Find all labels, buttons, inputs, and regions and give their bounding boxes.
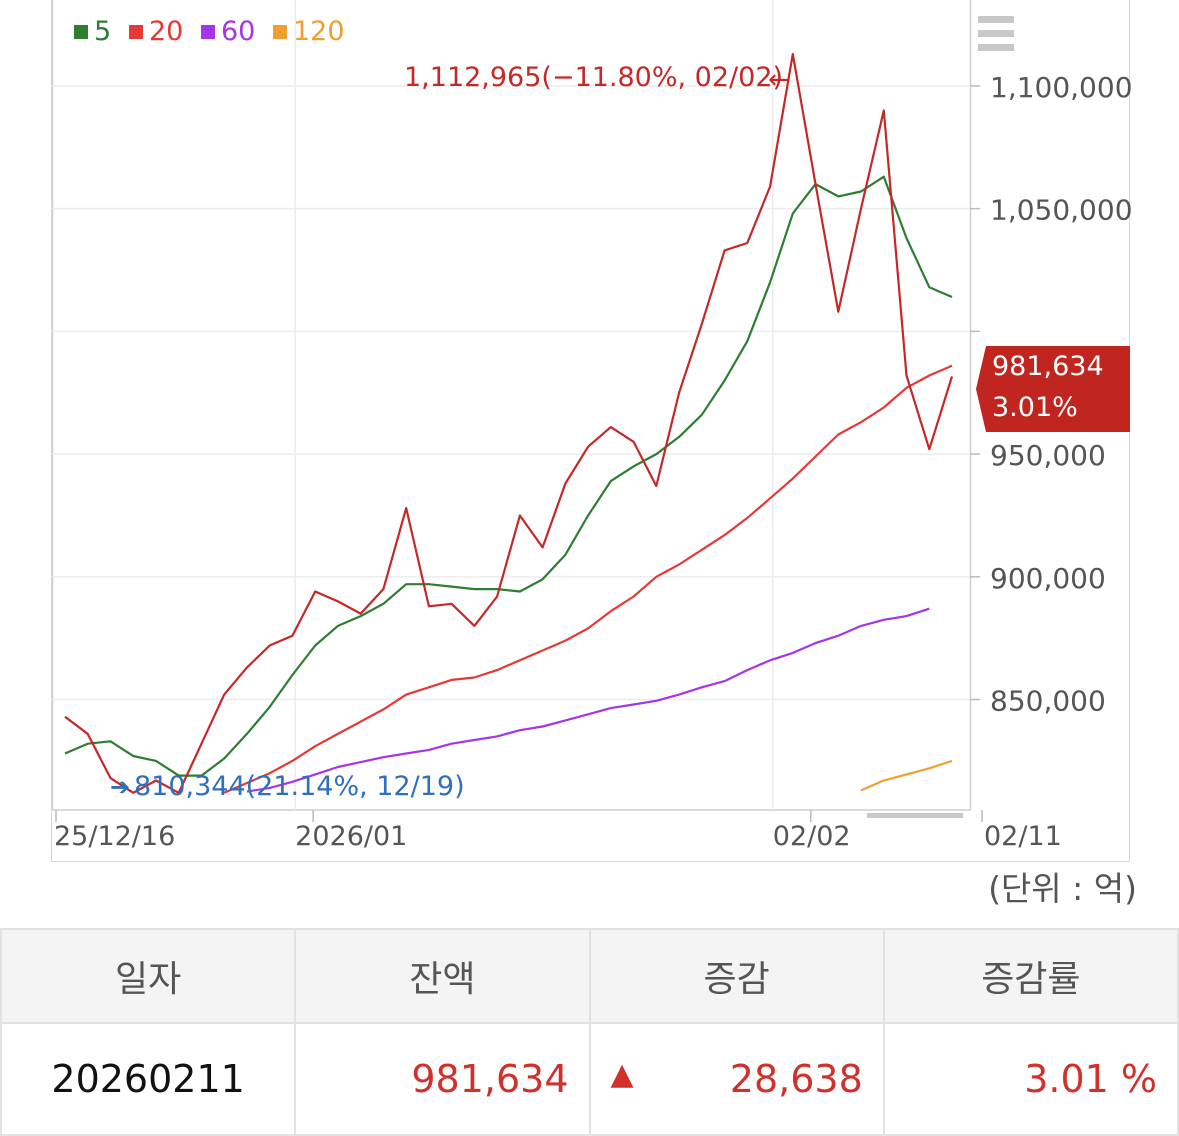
series-line-20: [223, 364, 953, 794]
last-value-badge: [976, 346, 1130, 432]
last-change-label: 3.01%: [992, 392, 1078, 423]
legend-item-20: 20: [129, 16, 183, 47]
legend-swatch: [201, 25, 215, 39]
series-line-5: [64, 175, 953, 777]
legend-item-120: 120: [273, 16, 345, 47]
legend-item-60: 60: [201, 16, 255, 47]
y-tick-label: 1,050,000: [990, 194, 1131, 227]
x-tick-label: 02/02: [773, 821, 851, 852]
legend-label: 5: [94, 16, 111, 47]
up-triangle-icon: ▲: [610, 1057, 634, 1092]
menu-bar: [978, 16, 1014, 23]
x-tick-label: 02/11: [984, 821, 1062, 852]
scroll-indicator: [867, 813, 963, 818]
x-tick-label: 25/12/16: [54, 821, 175, 852]
menu-bar: [978, 44, 1014, 51]
last-value-label: 981,634: [992, 351, 1104, 382]
header-rate: 증감률: [882, 928, 1179, 1024]
unit-label: (단위 : 억): [988, 869, 1137, 908]
legend-swatch: [129, 25, 143, 39]
plot-frame: [52, 0, 972, 811]
max-arrow-icon: ←: [768, 65, 790, 95]
legend-label: 60: [221, 16, 255, 47]
series-line-balance: [64, 53, 954, 794]
legend-label: 20: [149, 16, 183, 47]
y-tick-label: 850,000: [990, 685, 1106, 718]
hamburger-menu-icon[interactable]: [978, 16, 1014, 51]
data-table: 일자 잔액 증감 증감률 20260211 981,634 ▲ 28,638 3…: [0, 928, 1179, 1136]
header-date: 일자: [0, 928, 297, 1024]
x-tick-label: 2026/01: [295, 821, 407, 852]
y-tick-label: 1,100,000: [990, 71, 1131, 104]
chart-panel: 850,000 900,000 950,000 1,050,000 1,100,000 2…: [51, 0, 1131, 862]
menu-bar: [978, 30, 1014, 37]
min-annotation: 810,344(21.14%, 12/19): [134, 771, 465, 802]
change-value: 28,638: [729, 1057, 863, 1101]
y-tick-label: 950,000: [990, 439, 1106, 472]
header-change: 증감: [588, 928, 885, 1024]
line-chart: 850,000 900,000 950,000 1,050,000 1,100,000 2…: [52, 0, 1131, 852]
min-arrow-icon: ➔: [110, 773, 130, 801]
series-line-120: [860, 759, 953, 792]
table-row: 20260211 981,634 ▲ 28,638 3.01 %: [0, 1022, 1179, 1136]
cell-balance: 981,634: [294, 1022, 591, 1136]
legend-swatch: [273, 25, 287, 39]
max-annotation: 1,112,965(−11.80%, 02/02): [404, 62, 783, 93]
cell-date: 20260211: [0, 1022, 297, 1136]
series-line-60: [246, 607, 930, 793]
legend-item-5: 5: [74, 16, 111, 47]
cell-rate: 3.01 %: [882, 1022, 1179, 1136]
legend-swatch: [74, 25, 88, 39]
y-tick-label: 900,000: [990, 562, 1106, 595]
cell-change: ▲ 28,638: [588, 1022, 885, 1136]
header-balance: 잔액: [294, 928, 591, 1024]
legend-label: 120: [293, 16, 345, 47]
table-header-row: 일자 잔액 증감 증감률: [0, 928, 1179, 1024]
